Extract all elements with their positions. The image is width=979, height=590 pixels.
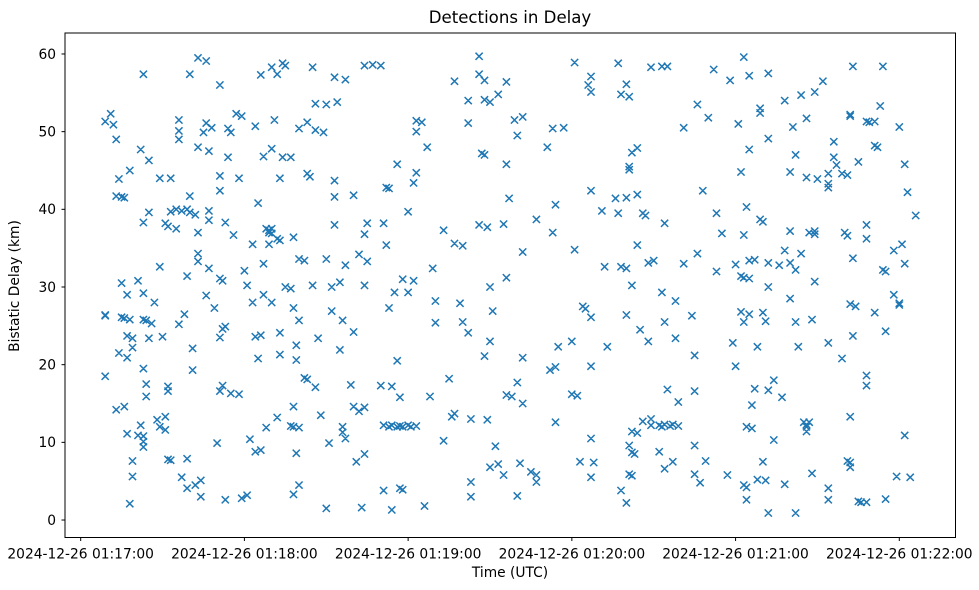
x-tick-label: 2024-12-26 01:21:00 xyxy=(662,547,809,563)
x-axis-label: Time (UTC) xyxy=(471,565,548,581)
x-axis-ticks: 2024-12-26 01:17:00 2024-12-26 01:18:00 20… xyxy=(7,537,973,563)
y-tick-label: 20 xyxy=(38,357,56,373)
plot-area xyxy=(65,33,956,538)
y-tick-label: 0 xyxy=(47,513,56,529)
y-tick-label: 30 xyxy=(38,280,56,296)
y-tick-label: 10 xyxy=(38,435,56,451)
x-tick-label: 2024-12-26 01:18:00 xyxy=(171,547,318,563)
x-tick-label: 2024-12-26 01:19:00 xyxy=(335,547,482,563)
y-tick-label: 50 xyxy=(38,124,56,140)
scatter-marker-path xyxy=(101,52,920,518)
y-axis-label: Bistatic Delay (km) xyxy=(7,220,23,352)
x-tick-label: 2024-12-26 01:17:00 xyxy=(7,547,154,563)
chart-title: Detections in Delay xyxy=(429,8,592,27)
x-tick-label: 2024-12-26 01:22:00 xyxy=(826,547,973,563)
y-axis-ticks: 0 10 20 30 40 50 60 xyxy=(38,47,65,529)
scatter-points xyxy=(101,52,920,518)
y-tick-label: 60 xyxy=(38,47,56,63)
x-tick-label: 2024-12-26 01:20:00 xyxy=(499,547,646,563)
axes-frame xyxy=(64,32,956,538)
y-tick-label: 40 xyxy=(38,202,56,218)
